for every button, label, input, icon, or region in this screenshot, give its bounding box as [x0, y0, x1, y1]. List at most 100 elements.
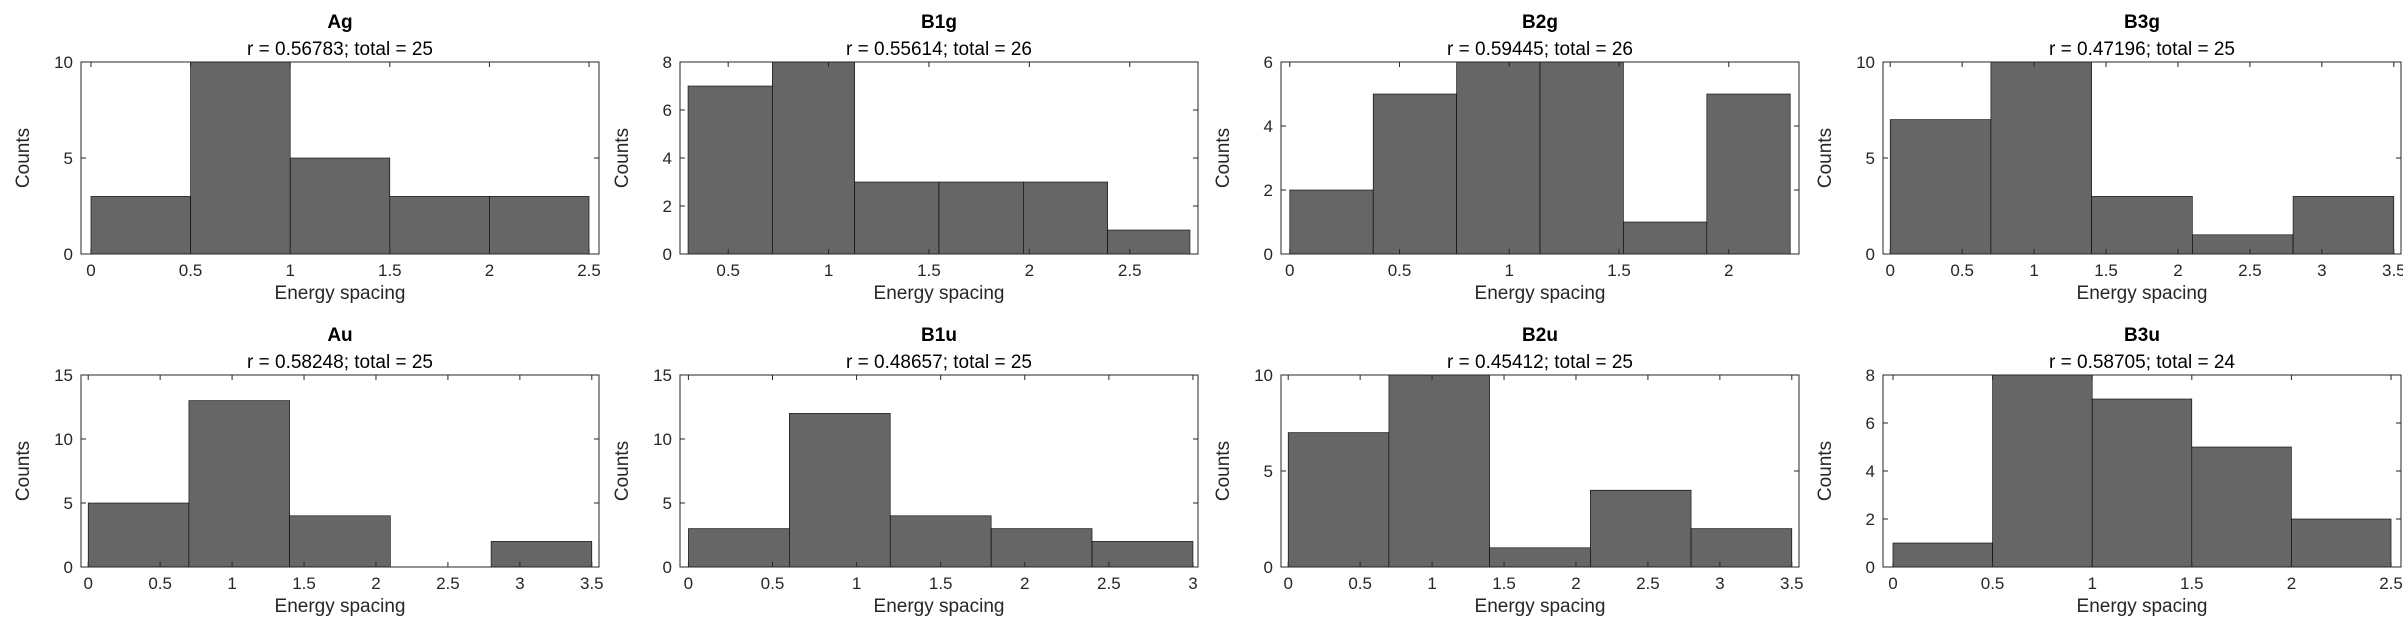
- y-tick-label: 10: [653, 430, 672, 449]
- y-tick-label: 5: [1264, 462, 1273, 481]
- y-tick-label: 0: [663, 558, 672, 577]
- axes-box: [679, 374, 1199, 568]
- x-tick-label: 1.5: [929, 574, 953, 593]
- x-tick-label: 3.5: [2382, 261, 2403, 280]
- panel-title: B1u: [921, 325, 957, 346]
- histogram-panel: 0 0.5 1 1.5 2 2.5 3 3.5 0 5 10 B2u r = 0.45412; tota…: [1213, 325, 1804, 617]
- y-tick-label: 0: [64, 558, 73, 577]
- histogram-panel: 0.5 1 1.5 2 2.5 0 2 4 6 8 B1g r = 0.55614; total = …: [612, 12, 1199, 304]
- y-tick-label: 15: [653, 366, 672, 385]
- panel-subtitle: r = 0.45412; total = 25: [1447, 352, 1633, 373]
- y-tick-label: 5: [64, 494, 73, 513]
- x-tick-label: 2: [2287, 574, 2296, 593]
- y-tick-label: 6: [1264, 53, 1273, 72]
- x-tick-label: 2: [2173, 261, 2182, 280]
- y-axis-label: Counts: [612, 441, 633, 501]
- histogram-bar: [772, 61, 855, 255]
- x-tick-label: 2: [371, 574, 380, 593]
- x-tick-label: 2.5: [2379, 574, 2403, 593]
- y-axis-label: Counts: [1815, 128, 1836, 188]
- x-tick-label: 0: [1285, 261, 1294, 280]
- histogram-bar: [87, 502, 190, 568]
- y-tick-label: 10: [54, 53, 73, 72]
- panel-subtitle: r = 0.47196; total = 25: [2049, 39, 2235, 60]
- y-tick-label: 6: [663, 101, 672, 120]
- panel-title: B2g: [1522, 12, 1558, 33]
- panel-subtitle: r = 0.55614; total = 26: [846, 39, 1032, 60]
- y-tick-label: 4: [663, 149, 672, 168]
- x-tick-label: 0.5: [179, 261, 203, 280]
- histogram-bar: [1889, 119, 1992, 255]
- histogram-bar: [1706, 93, 1791, 255]
- x-tick-label: 2: [485, 261, 494, 280]
- histogram-bar: [1289, 189, 1374, 255]
- histogram-bar: [2292, 196, 2395, 255]
- x-tick-label: 0.5: [1950, 261, 1974, 280]
- y-tick-label: 6: [1866, 414, 1875, 433]
- x-tick-label: 3: [1188, 574, 1197, 593]
- x-tick-label: 1: [1427, 574, 1436, 593]
- x-tick-label: 3: [1715, 574, 1724, 593]
- histogram-panel: 0 0.5 1 1.5 2 2.5 0 2 4 6 8 B3u r = 0.58705; total =…: [1815, 325, 2403, 617]
- y-tick-label: 10: [1254, 366, 1273, 385]
- panel-subtitle: r = 0.48657; total = 25: [846, 352, 1032, 373]
- x-tick-label: 2: [1020, 574, 1029, 593]
- x-axis-label: Energy spacing: [2077, 283, 2208, 304]
- y-tick-label: 0: [1866, 558, 1875, 577]
- histogram-bar: [1590, 489, 1692, 568]
- x-tick-label: 1.5: [378, 261, 402, 280]
- y-tick-label: 4: [1264, 117, 1273, 136]
- histogram-bar: [854, 181, 940, 255]
- histogram-panel: 0 0.5 1 1.5 2 2.5 3 0 5 10 15 B1u r = 0.48657; total…: [612, 325, 1199, 617]
- panel-title: B3g: [2124, 12, 2160, 33]
- histogram-bar: [1372, 93, 1457, 255]
- y-tick-label: 5: [64, 149, 73, 168]
- x-tick-label: 0: [1885, 261, 1894, 280]
- histogram-bar: [2192, 234, 2294, 255]
- y-tick-label: 2: [1264, 181, 1273, 200]
- panel-subtitle: r = 0.58248; total = 25: [247, 352, 433, 373]
- x-tick-label: 1.5: [292, 574, 316, 593]
- x-tick-label: 0: [86, 261, 95, 280]
- x-tick-label: 2.5: [2238, 261, 2262, 280]
- histogram-bar: [688, 528, 790, 568]
- x-tick-label: 0: [684, 574, 693, 593]
- x-tick-label: 0: [1888, 574, 1897, 593]
- y-tick-label: 8: [1866, 366, 1875, 385]
- x-tick-label: 3.5: [1780, 574, 1804, 593]
- panel-title: Ag: [327, 12, 352, 33]
- x-tick-label: 1: [824, 261, 833, 280]
- y-tick-label: 8: [663, 53, 672, 72]
- x-tick-label: 1: [1505, 261, 1514, 280]
- histogram-bar: [1992, 374, 2093, 568]
- histogram-bar: [190, 61, 291, 255]
- x-axis-label: Energy spacing: [275, 283, 406, 304]
- y-axis-label: Counts: [1815, 441, 1836, 501]
- y-tick-label: 2: [1866, 510, 1875, 529]
- x-tick-label: 0.5: [1981, 574, 2005, 593]
- histogram-bar: [1489, 547, 1591, 568]
- histogram-bar: [687, 85, 773, 255]
- x-tick-label: 1.5: [1607, 261, 1631, 280]
- y-axis-label: Counts: [13, 441, 34, 501]
- panel-subtitle: r = 0.56783; total = 25: [247, 39, 433, 60]
- panel-title: Au: [327, 325, 352, 346]
- x-tick-label: 1: [2029, 261, 2038, 280]
- y-tick-label: 0: [64, 245, 73, 264]
- x-tick-label: 3.5: [580, 574, 604, 593]
- histogram-bar: [90, 196, 191, 255]
- y-tick-label: 5: [1866, 149, 1875, 168]
- histogram-bar: [289, 515, 391, 568]
- x-axis-label: Energy spacing: [275, 596, 406, 617]
- y-tick-label: 10: [1856, 53, 1875, 72]
- histogram-bar: [1456, 61, 1541, 255]
- histogram-panel: 0 0.5 1 1.5 2 2.5 0 5 10 Ag r = 0.56783; total = 2…: [13, 12, 601, 304]
- x-tick-label: 2: [1724, 261, 1733, 280]
- x-tick-label: 1: [852, 574, 861, 593]
- histogram-bar: [990, 528, 1093, 568]
- histogram-bar: [1539, 61, 1624, 255]
- histogram-bar: [1623, 221, 1708, 255]
- histogram-panel: 0 0.5 1 1.5 2 2.5 3 3.5 0 5 10 B3g r = 0.47196; tota…: [1815, 12, 2403, 304]
- y-axis-label: Counts: [612, 128, 633, 188]
- x-tick-label: 2.5: [436, 574, 460, 593]
